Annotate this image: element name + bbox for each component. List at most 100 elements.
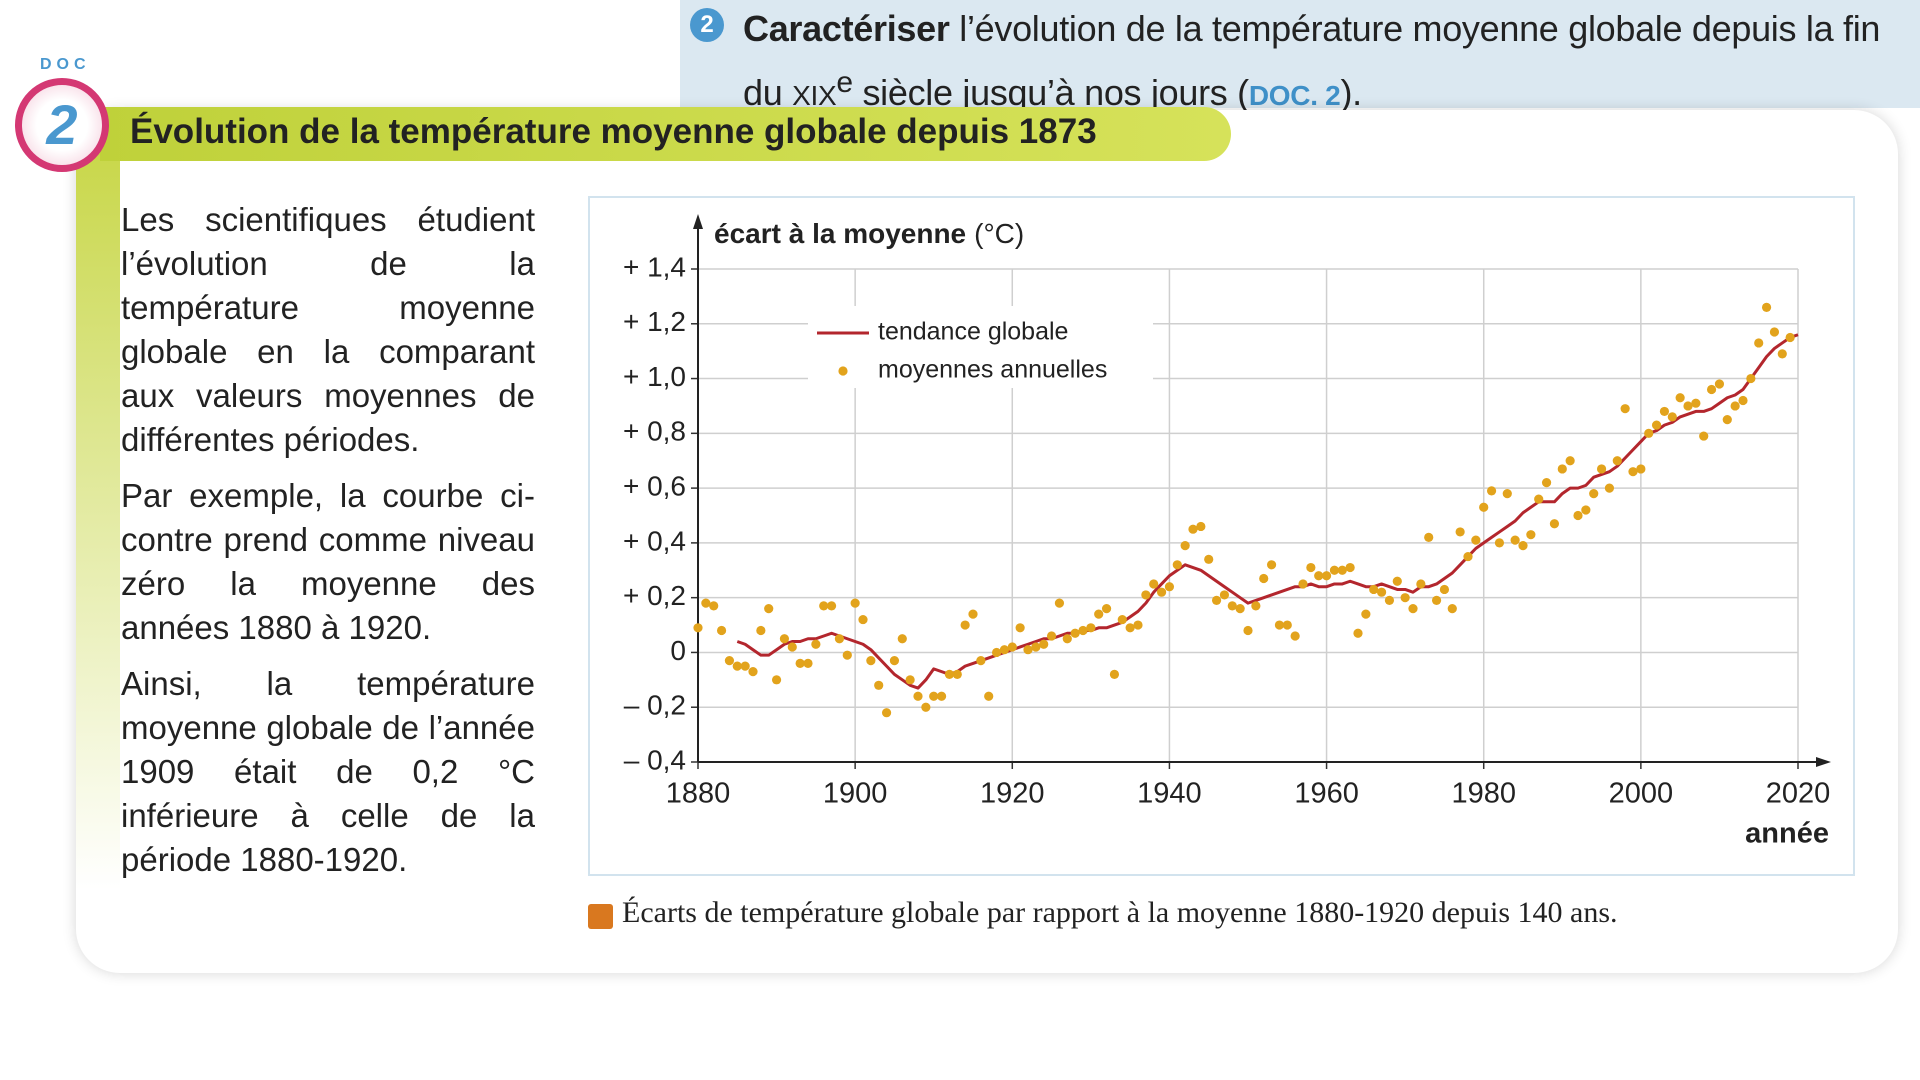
annual-point [1070,628,1080,638]
annual-point [1754,338,1764,348]
annual-point [1777,349,1787,359]
question-verb: Caractériser [743,8,950,49]
y-axis-arrow [693,214,703,229]
annual-point [1581,505,1591,515]
annual-point [1235,604,1245,614]
annual-point [771,675,782,685]
annual-point [1479,502,1489,512]
annual-point [984,691,994,701]
annual-point [1620,404,1630,414]
annual-point [1706,384,1717,395]
y-tick-label: + 1,4 [623,251,686,282]
annual-point [858,614,868,625]
annual-point [1761,302,1772,312]
doc-number: 2 [15,78,109,172]
annual-point [1376,587,1387,597]
annual-point [1455,527,1465,537]
annual-point [1675,393,1685,403]
annual-point [1738,395,1748,406]
annual-point [850,598,860,608]
question-text: Caractériser l’évolution de la températu… [743,2,1893,123]
annual-point [1329,565,1340,575]
question-box: 2 Caractériser l’évolution de la tempéra… [680,0,1920,113]
annual-point [1596,464,1607,474]
y-tick-label: + 1,0 [623,361,686,392]
annual-point [1659,406,1670,417]
annual-point [1447,604,1457,614]
annual-point [1101,604,1112,614]
annual-point [936,691,947,701]
annual-point [1353,628,1363,638]
x-tick-label: 1960 [1294,778,1359,810]
chart: écart à la moyenne (°C) année – 0,4 – 0,2 0… [623,214,1831,850]
x-tick-label: 1900 [823,778,888,810]
annual-point [1046,631,1057,641]
annual-point [1298,579,1308,589]
y-tick-label: 0 [670,635,686,666]
annual-point [1306,562,1316,573]
x-tick-label: 2020 [1766,778,1831,810]
annual-point [1259,573,1269,584]
annual-point [1486,486,1497,496]
legend-label: moyennes annuelles [878,356,1107,384]
chart-frame [588,196,1855,876]
doc-card [76,110,1898,973]
annual-point [1149,579,1159,589]
annual-point [1062,634,1072,644]
y-axis-unit: (°C) [974,218,1024,249]
question-text-part: l’évolution de la température moyenne gl… [743,8,1881,113]
annual-point [779,634,790,644]
annual-point [1769,327,1780,337]
annual-point [929,691,939,701]
century: XIX [792,80,837,111]
annual-point [1502,488,1512,499]
annual-point [1416,579,1426,589]
y-tick-label: – 0,4 [624,744,686,775]
annual-point [1526,530,1536,540]
annual-point [1510,535,1520,545]
annual-point [881,708,892,718]
annual-point [1204,554,1214,564]
annual-point [1164,582,1175,592]
annual-point [999,645,1010,655]
annual-point [1636,464,1646,474]
annual-point [787,642,797,652]
annual-point [1251,601,1261,611]
paragraph: Les scientifiques étudient l’évolution d… [121,201,535,458]
annual-point [740,661,750,671]
caption: Écarts de température globale par rappor… [622,896,1618,929]
y-tick-label: + 0,8 [623,416,686,447]
annual-point [1243,625,1253,636]
paragraph: Ainsi, la température moyenne globale de… [121,665,535,878]
y-tick-label: + 1,2 [623,306,686,337]
annual-point [897,634,907,644]
annual-point [889,656,900,666]
annual-point [1573,510,1583,521]
annual-point [1094,609,1104,619]
annual-point [1439,584,1450,595]
annual-point [1463,551,1473,562]
question-text-part: siècle jusqu’à nos jours ( [862,72,1249,113]
annual-point [1785,332,1795,343]
legend-label: tendance globale [878,318,1068,346]
annual-point [1722,415,1732,425]
x-tick-label: 2000 [1609,778,1674,810]
annual-point [1494,538,1505,548]
legend-point [838,366,848,376]
body-text: Les scientifiques étudient l’évolution d… [121,198,535,894]
annual-point [1604,483,1615,493]
y-tick-label: + 0,6 [623,471,686,502]
question-end: ). [1340,72,1362,113]
annual-point [1746,373,1756,384]
annual-point [811,639,821,649]
x-axis-arrow [1816,757,1831,767]
annual-point [1282,620,1292,630]
annual-point [1211,595,1222,606]
annual-point [1274,620,1285,630]
annual-point [905,675,915,685]
annual-point [826,601,837,611]
annual-point [1345,562,1355,573]
annual-point [866,656,876,666]
annual-point [1644,428,1654,438]
